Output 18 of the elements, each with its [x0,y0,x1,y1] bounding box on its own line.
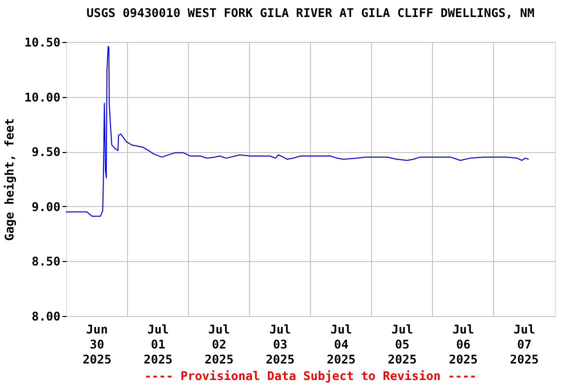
x-tick-label: Jul 05 2025 [388,322,417,366]
x-tick-label: Jul 01 2025 [144,322,173,366]
x-tick-label: Jul 07 2025 [510,322,539,366]
chart-title: USGS 09430010 WEST FORK GILA RIVER AT GILA CLIFF DWELLINGS, NM [86,6,534,20]
x-tick-label: Jul 03 2025 [266,322,295,366]
x-tick-label: Jul 02 2025 [204,322,234,366]
y-tick-label: 10.00 [24,90,60,104]
y-tick-label: 9.50 [32,145,60,160]
x-tick-label: Jun 30 2025 [82,322,112,366]
y-tick-label: 8.00 [32,310,60,324]
y-tick-label: 10.50 [24,36,60,50]
text: ---- Provisional Data Subject to Revision ---- [144,369,477,383]
x-tick-label: Jul 04 2025 [326,322,356,366]
y-tick-label: 8.50 [32,254,60,269]
y-tick-label: 9.00 [32,200,60,214]
y-axis-title: Gage height, feet [2,118,16,241]
line-series [66,46,530,217]
x-tick-label: Jul 06 2025 [448,322,478,366]
